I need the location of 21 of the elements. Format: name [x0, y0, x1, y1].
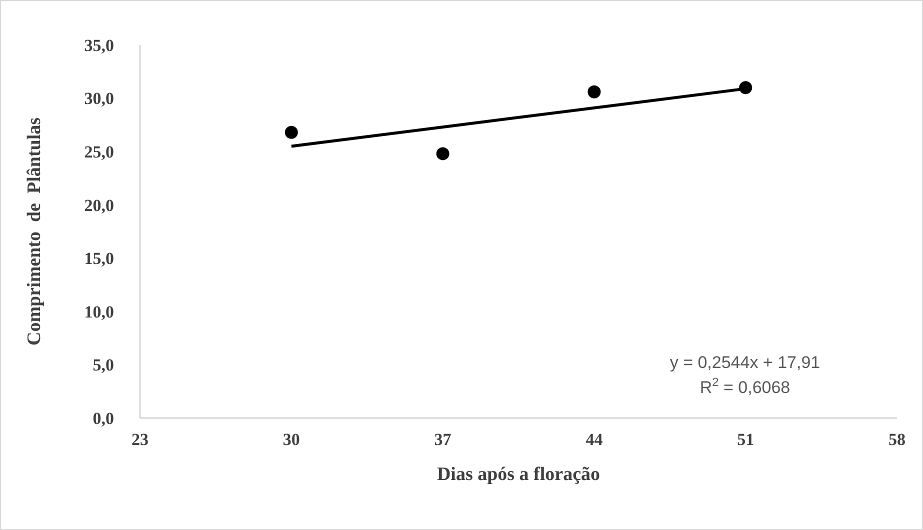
annotation: y = 0,2544x + 17,91	[670, 353, 820, 372]
x-tick-label: 30	[282, 430, 300, 449]
y-tick-label: 0,0	[92, 408, 114, 428]
point	[284, 126, 298, 139]
y-tick-label: 5,0	[92, 356, 114, 375]
x-tick-label: 58	[888, 430, 906, 449]
point	[436, 147, 450, 160]
x-tick-label: 44	[586, 430, 604, 449]
x-tick-label: 51	[737, 430, 754, 449]
x-tick-label: 37	[434, 430, 452, 449]
y-tick-label: 25,0	[84, 142, 114, 162]
x-axis-title: Dias após a floração	[436, 464, 600, 485]
point	[588, 85, 601, 98]
y-tick-label: 30,0	[84, 89, 114, 108]
y-tick-label: 35,0	[84, 36, 114, 55]
y-tick-label: 20,0	[84, 196, 114, 215]
x-tick-label: 23	[132, 430, 148, 449]
y-tick-label: 10,0	[84, 302, 114, 322]
y-tick-label: 15,0	[84, 249, 114, 268]
y-axis-title: Comprimento de Plântulas	[24, 118, 45, 346]
annotation: R$^{2}$ = 0,6068	[700, 375, 790, 397]
